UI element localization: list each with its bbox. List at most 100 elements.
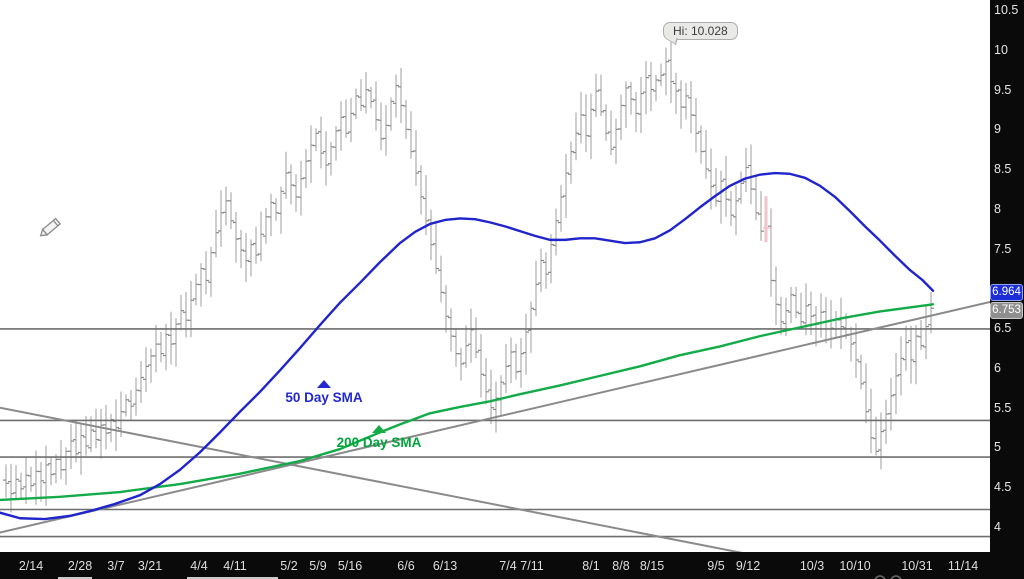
ohlc-bar <box>858 354 864 390</box>
y-axis-tick: 8.5 <box>994 162 1012 177</box>
ohlc-bar <box>273 198 279 221</box>
ohlc-bar <box>478 334 484 398</box>
ohlc-bar <box>673 72 679 115</box>
ohlc-bar <box>318 116 324 169</box>
ohlc-bar <box>628 81 634 115</box>
sma50-marker-icon <box>317 380 331 388</box>
ohlc-bar <box>573 112 579 161</box>
y-axis-tick: 4 <box>994 520 1001 534</box>
hi-tooltip-text: Hi: 10.028 <box>673 24 728 38</box>
x-axis: 2/14 2/28 3/7 3/21 4/4 4/11 5/2 5/9 5/16 6/6 6/13 7… <box>0 552 1024 579</box>
ohlc-bar <box>888 377 894 431</box>
ohlc-bar <box>488 369 494 424</box>
ohlc-bar <box>588 93 594 160</box>
ohlc-bar <box>558 184 564 232</box>
y-axis-tick: 8 <box>994 201 1001 216</box>
ohlc-bar <box>228 192 234 230</box>
ohlc-bar <box>298 160 304 216</box>
ohlc-bar <box>123 394 129 417</box>
ohlc-bar <box>338 101 344 151</box>
ohlc-bar <box>28 466 34 492</box>
ohlc-bar <box>893 352 899 415</box>
ohlc-bar <box>268 193 274 237</box>
ohlc-bar <box>198 263 204 307</box>
x-axis-tick: 8/1 <box>582 558 600 573</box>
ohlc-bar <box>878 412 884 470</box>
ohlc-bar <box>793 286 799 319</box>
pencil-icon[interactable] <box>36 212 66 247</box>
ohlc-bar <box>643 61 649 115</box>
ohlc-bar <box>608 110 614 156</box>
ohlc-bar <box>483 358 489 405</box>
ohlc-bar <box>113 399 119 451</box>
ohlc-bar <box>568 141 574 184</box>
ohlc-bar <box>343 99 349 138</box>
ohlc-bar <box>203 251 209 295</box>
ohlc-bar <box>663 47 669 96</box>
y-axis-tick: 9 <box>994 122 1001 137</box>
ohlc-bar <box>658 63 664 87</box>
ohlc-bar <box>683 82 689 120</box>
sma50-label: 50 Day SMA <box>282 380 366 405</box>
y-axis-tick: 5.5 <box>994 400 1012 415</box>
ohlc-bar <box>413 130 419 186</box>
ohlc-bar <box>898 336 904 396</box>
ohlc-bar <box>323 131 329 186</box>
ohlc-bar <box>353 88 359 120</box>
ohlc-bar <box>743 147 749 193</box>
sma200-line <box>0 303 935 502</box>
pencil-tip <box>39 228 49 237</box>
x-axis-tick: 2/14 <box>18 558 44 573</box>
ohlc-bar <box>68 424 74 470</box>
ohlc-bar <box>728 191 734 226</box>
ohlc-bar <box>458 347 464 381</box>
ohlc-bar <box>928 292 934 334</box>
ohlc-bar <box>288 164 294 205</box>
ohlc-bar <box>703 129 709 179</box>
ohlc-bar <box>163 323 169 371</box>
ohlc-bar <box>908 325 914 384</box>
ohlc-bar <box>638 77 644 133</box>
ohlc-bar <box>668 40 674 104</box>
x-axis-tick: 2/28 <box>67 558 93 573</box>
ohlc-bar <box>753 175 759 221</box>
sma200-label: 200 Day SMA <box>335 425 423 450</box>
ohlc-bar <box>388 97 394 131</box>
sma50-line <box>0 171 935 521</box>
y-axis-tick: 4.5 <box>994 480 1012 495</box>
ohlc-bar <box>73 419 79 463</box>
ohlc-bar <box>538 248 544 292</box>
ohlc-bar <box>258 211 264 262</box>
ohlc-bar <box>188 280 194 338</box>
ohlc-bar <box>718 170 724 224</box>
ohlc-bar <box>93 408 99 449</box>
y-axis-tick: 6.5 <box>994 321 1012 336</box>
x-axis-tick: 9/5 <box>707 558 725 573</box>
ohlc-bar <box>78 423 84 475</box>
ohlc-bar <box>863 363 869 424</box>
x-axis-tick: 6/13 <box>432 558 458 573</box>
x-axis-tick: 8/8 <box>612 558 630 573</box>
x-axis-tick: 10/10 <box>839 558 871 573</box>
hi-tooltip: Hi: 10.028 <box>663 22 738 45</box>
y-axis-tick: 10 <box>994 42 1008 57</box>
ohlc-bar <box>733 185 739 236</box>
ohlc-bar <box>278 186 284 234</box>
sma50-badge: 6.964 <box>990 284 1023 301</box>
x-axis-tick: 4/11 <box>223 558 247 573</box>
ohlc-bar <box>633 91 639 133</box>
ohlc-bar <box>238 229 244 269</box>
ohlc-bar <box>83 416 89 456</box>
ohlc-bar <box>593 73 599 117</box>
ohlc-bar <box>43 445 49 506</box>
ohlc-bar <box>283 151 289 199</box>
x-axis-tick: 4/4 <box>190 558 208 573</box>
ohlc-bar <box>563 153 569 218</box>
ohlc-bar <box>313 128 319 152</box>
ohlc-bar <box>178 294 184 331</box>
ohlc-bar <box>913 325 919 385</box>
ohlc-bar <box>503 343 509 394</box>
axis-highlight-segment <box>58 577 92 579</box>
ohlc-bar <box>443 285 449 333</box>
